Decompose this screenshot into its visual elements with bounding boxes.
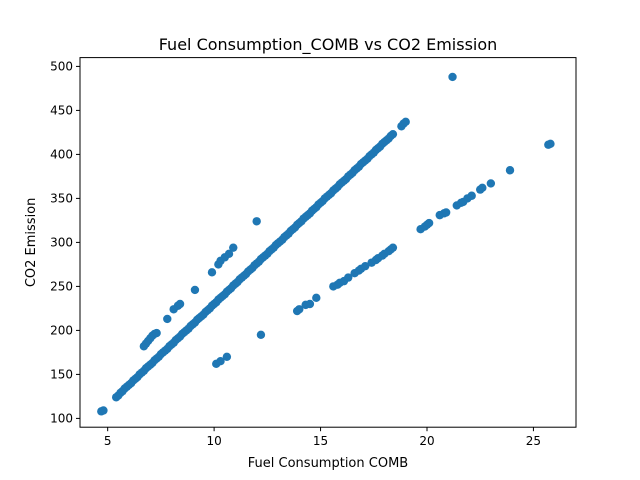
x-tick-label: 25 (526, 434, 541, 448)
data-point (401, 117, 410, 127)
data-point (441, 208, 451, 217)
data-point (388, 129, 398, 139)
y-tick-label: 400 (50, 147, 73, 161)
data-point (467, 191, 476, 200)
data-point (216, 357, 225, 366)
y-tick-label: 350 (50, 191, 73, 205)
data-point (312, 293, 321, 303)
data-point (305, 299, 315, 309)
data-point (163, 314, 172, 324)
x-tick-label: 10 (206, 434, 221, 448)
data-point (222, 352, 232, 361)
y-tick-label: 300 (50, 235, 73, 249)
y-axis: 100 150 200 250 300 350 400 450 500 (50, 59, 80, 425)
y-tick-label: 150 (50, 367, 73, 381)
x-axis: 5 10 15 20 25 (104, 427, 541, 448)
y-tick-label: 450 (50, 103, 73, 117)
data-point (256, 330, 266, 339)
data-point (424, 218, 434, 228)
y-tick-label: 100 (50, 411, 73, 425)
data-point (207, 268, 217, 277)
data-point (99, 406, 108, 415)
data-point (252, 217, 261, 226)
data-point (344, 273, 353, 282)
y-tick-label: 500 (50, 59, 73, 73)
data-point (448, 72, 457, 82)
data-point (505, 166, 515, 175)
data-point (175, 299, 185, 309)
x-tick-label: 15 (313, 434, 328, 448)
data-point (229, 243, 238, 252)
data-point (152, 328, 161, 338)
data-point (295, 305, 304, 314)
data-point (388, 243, 398, 252)
x-tick-label: 20 (419, 434, 434, 448)
data-point (224, 249, 234, 259)
data-point (361, 261, 370, 271)
points-layer (97, 72, 555, 416)
y-tick-label: 250 (50, 279, 73, 293)
y-axis-label: CO2 Emission (24, 198, 39, 288)
data-point (546, 139, 555, 149)
data-point (190, 285, 200, 295)
chart-title: Fuel Consumption_COMB vs CO2 Emission (159, 35, 498, 55)
data-point (486, 179, 496, 188)
x-tick-label: 5 (104, 434, 112, 448)
data-point (478, 183, 487, 193)
x-axis-label: Fuel Consumption COMB (248, 456, 408, 471)
y-tick-label: 200 (50, 323, 73, 337)
